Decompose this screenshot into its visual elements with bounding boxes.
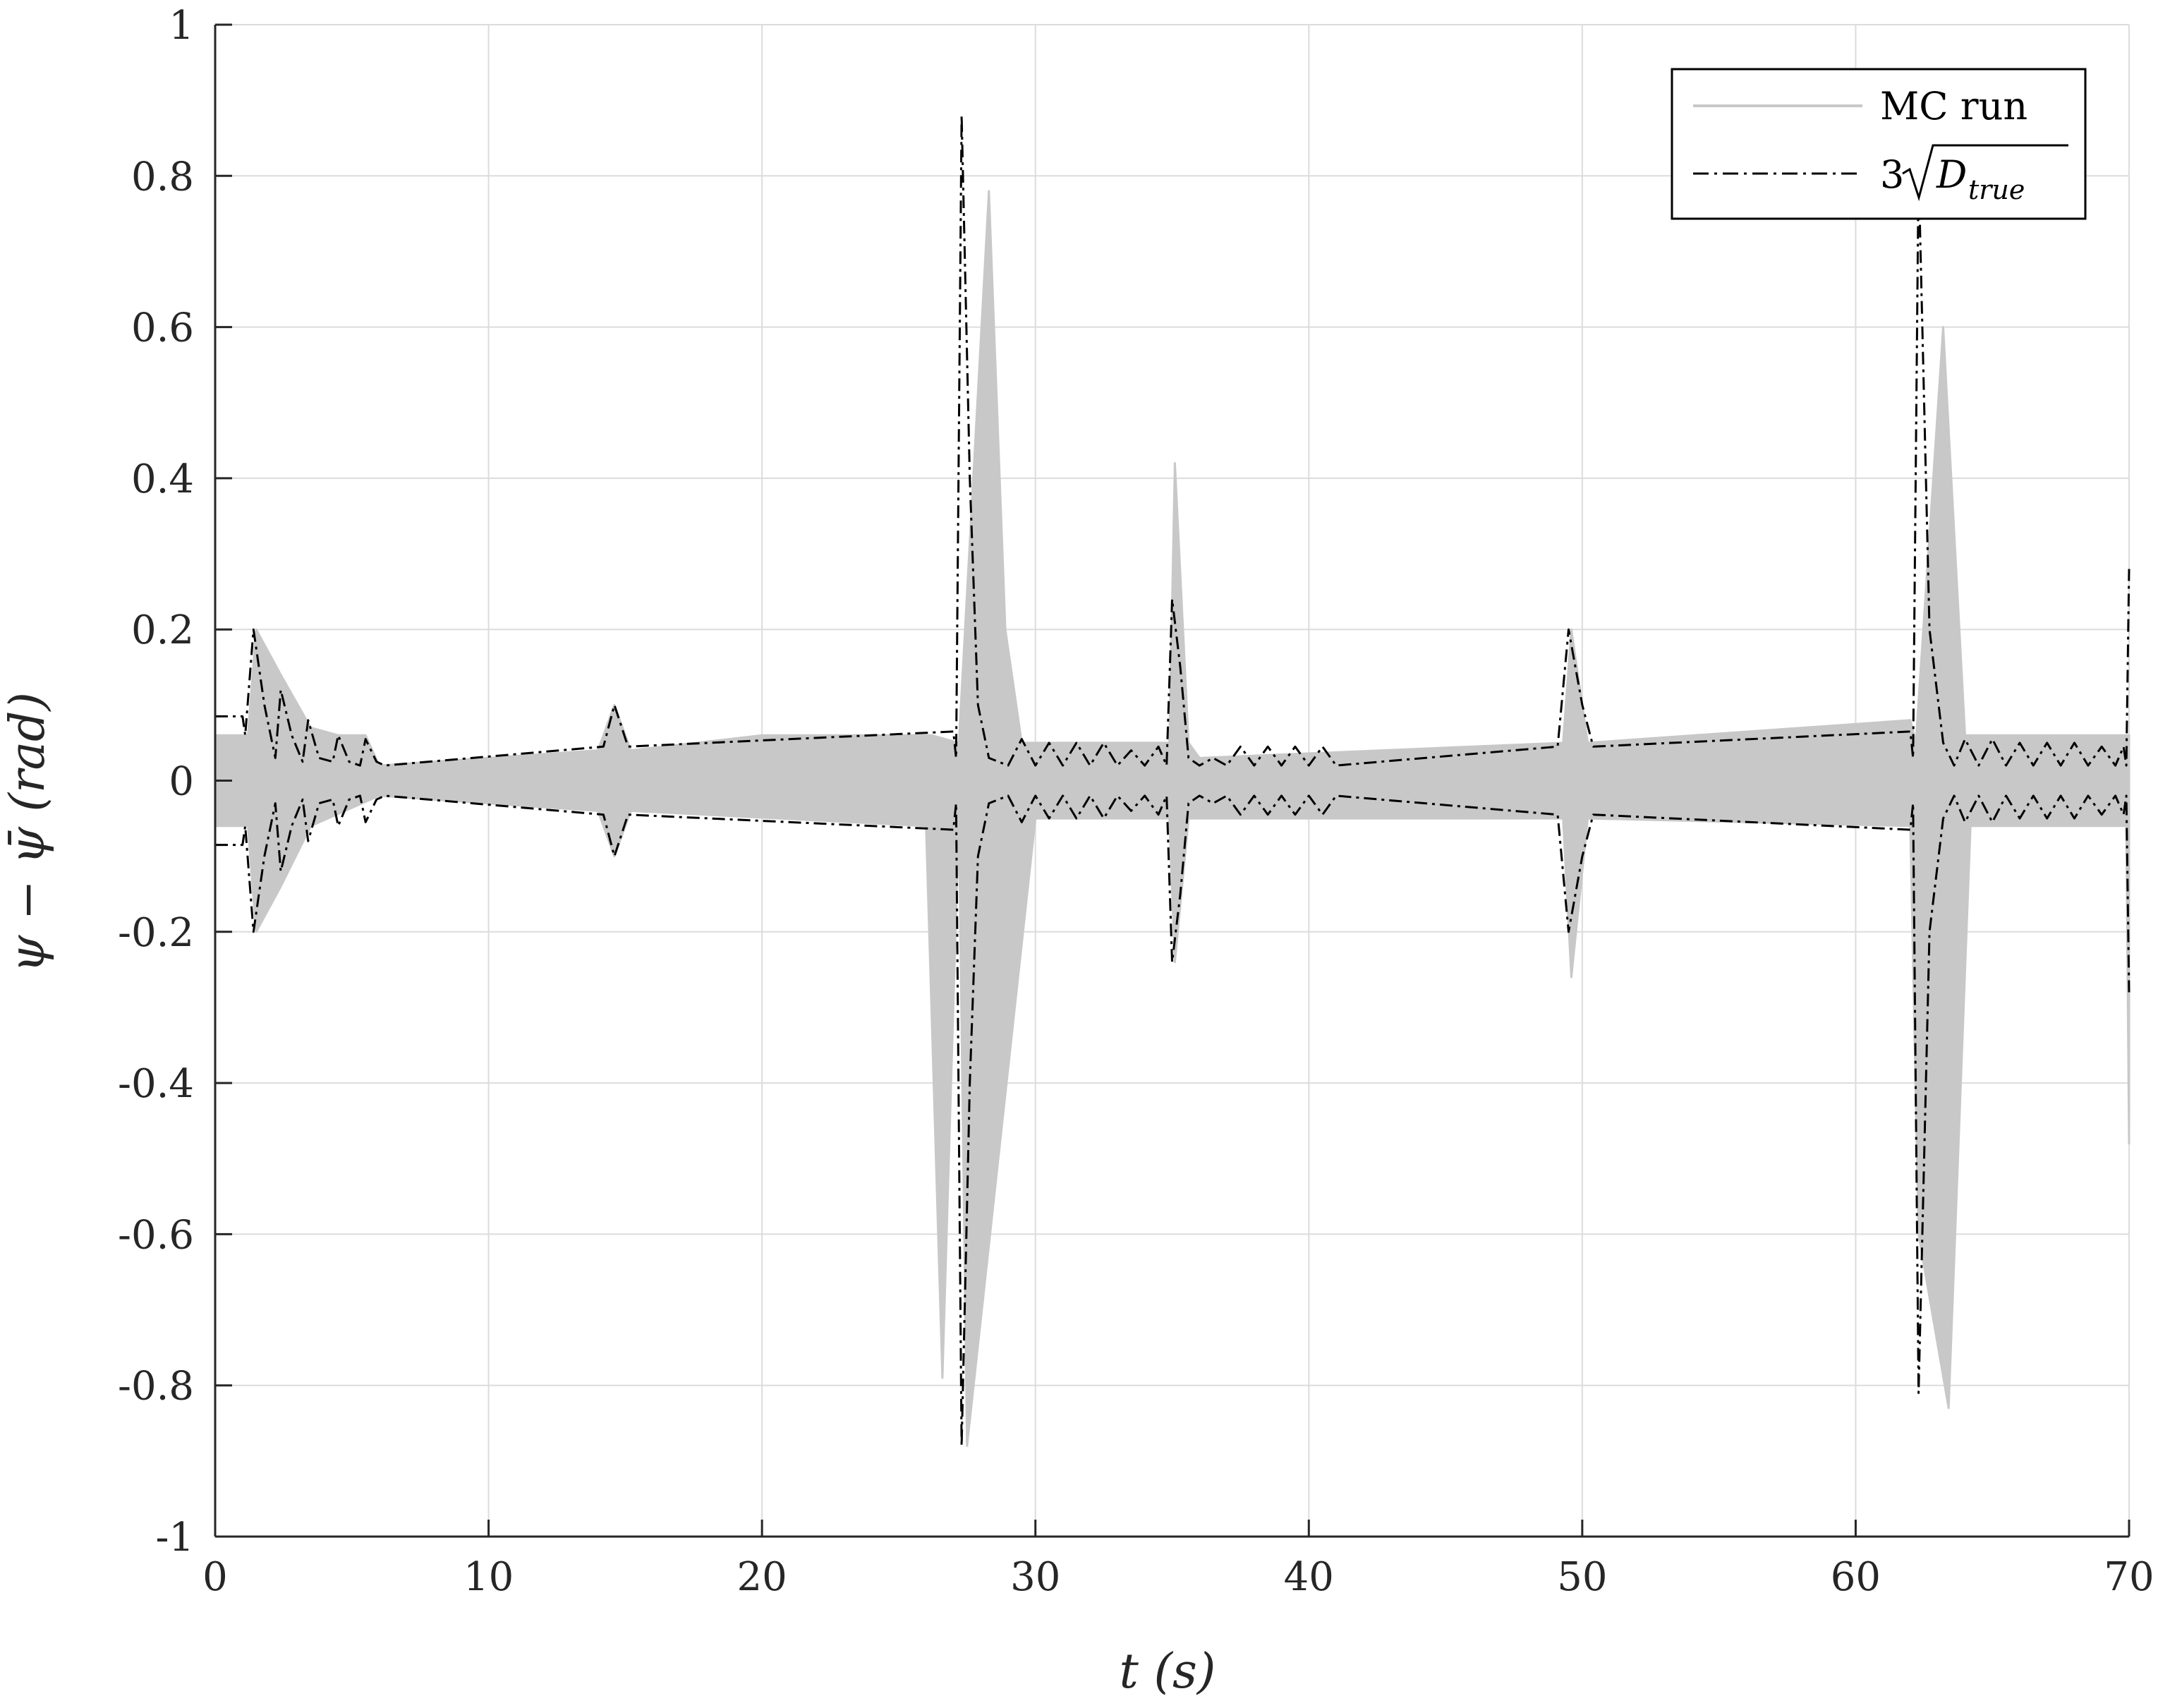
sqrt-symbol (1902, 144, 2068, 202)
legend-sigma-subscript: true (1968, 174, 2025, 205)
x-tick-label: 20 (737, 1554, 787, 1600)
y-tick-label: 0.6 (131, 305, 194, 351)
legend-mc-label: MC run (1880, 84, 2027, 128)
y-tick-label: -0.4 (118, 1061, 194, 1107)
x-tick-label: 0 (202, 1554, 228, 1600)
y-tick-label: 0.2 (131, 607, 194, 653)
sigma-upper-line (215, 114, 2130, 767)
y-tick-label: -0.6 (118, 1212, 194, 1258)
x-tick-label: 40 (1284, 1554, 1334, 1600)
x-tick-label: 60 (1831, 1554, 1881, 1600)
y-tick-label: -0.8 (118, 1364, 194, 1410)
y-tick-label: 0.4 (131, 456, 194, 502)
sigma-lower-line (215, 794, 2130, 1447)
legend-sigma-symbol: D (1936, 152, 1967, 197)
axes (214, 23, 2130, 1538)
x-tick-label: 10 (463, 1554, 514, 1600)
legend-sigma-prefix: 3 (1880, 152, 1904, 197)
y-axis-label: ψ − ψ̄ (rad) (0, 692, 56, 973)
y-tick-label: -0.2 (118, 910, 194, 956)
legend: MC run 3 D true (1671, 68, 2087, 220)
y-tick-labels: -1 -0.8 -0.6 -0.4 -0.2 0 0.2 0.4 0.6 0.8 1 (118, 3, 194, 1561)
y-tick-label: 0 (169, 759, 194, 805)
legend-box (1671, 68, 2087, 220)
x-tick-label: 70 (2104, 1554, 2154, 1600)
y-tick-label: 1 (169, 3, 194, 49)
x-tick-labels: 0 10 20 30 40 50 60 70 (202, 1554, 2154, 1600)
x-tick-label: 30 (1010, 1554, 1060, 1600)
legend-sigma-label: 3 D true (1880, 144, 2068, 205)
y-tick-label: -1 (155, 1515, 194, 1561)
x-tick-label: 50 (1557, 1554, 1607, 1600)
x-axis-label: t (s) (1120, 1644, 1216, 1700)
y-tick-label: 0.8 (131, 154, 194, 200)
sigma-envelope (215, 114, 2130, 1447)
